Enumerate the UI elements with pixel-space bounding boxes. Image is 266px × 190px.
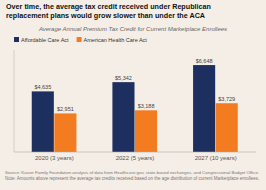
data-label: $3,188 [138,103,155,109]
legend: Affordable Care Act American Health Care … [14,37,147,43]
data-label: $6,648 [196,58,213,64]
bars [32,65,238,152]
source-note: Note: Amounts above represent the averag… [5,176,259,181]
data-label: $2,951 [57,106,74,112]
data-label: $4,635 [34,84,51,90]
data-label: $5,342 [115,75,132,81]
legend-swatch [14,37,19,42]
background [0,0,266,190]
legend-label: Affordable Care Act [21,37,69,43]
title: Over time, the average tax credit receiv… [6,2,211,20]
source-note: Source: Kaiser Family Foundation analysi… [5,170,259,175]
x-tick-label: 2027 (10 years) [195,155,237,161]
bar [54,113,76,152]
data-label: $3,729 [218,96,235,102]
bar [135,110,157,152]
x-axis-line [14,152,256,153]
y-axis-line [14,50,15,152]
x-tick-label: 2022 (5 years) [116,155,155,161]
bar [112,82,134,152]
bar [193,65,215,152]
bar [32,91,54,152]
x-tick-label: 2020 (3 years) [35,155,74,161]
subtitle: Average Annual Premium Tax Credit for Cu… [38,26,227,32]
bar [216,103,238,152]
title-line: replacement plans would grow slower than… [6,11,205,20]
chart: Over time, the average tax credit receiv… [0,0,266,190]
data-labels: $4,635 $2,951 $5,342 $3,188 $6,648 $3,729 [34,58,235,112]
legend-swatch [77,37,82,42]
legend-label: American Health Care Act [84,37,148,43]
